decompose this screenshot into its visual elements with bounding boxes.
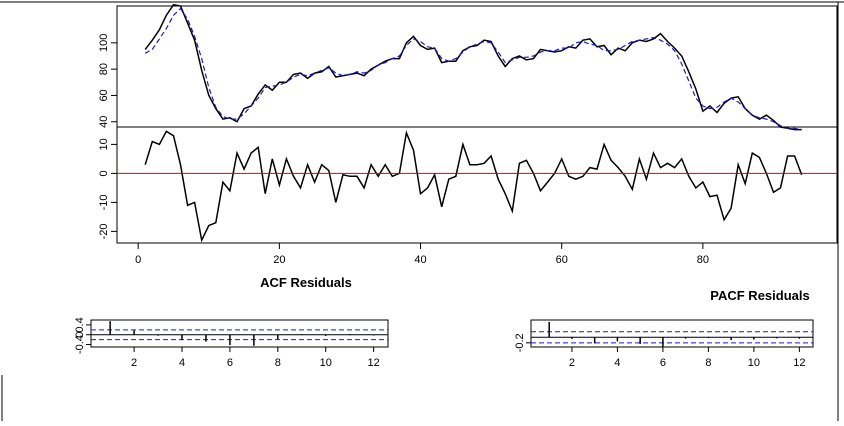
acf-xtick-label: 12 bbox=[368, 357, 380, 369]
acf-ytick-label: -0.4 bbox=[74, 335, 86, 354]
mid-ytick-label: 0 bbox=[98, 170, 110, 176]
pacf-title: PACF Residuals bbox=[710, 288, 809, 303]
mid-xtick-label: 80 bbox=[697, 254, 709, 266]
fitted-line bbox=[144, 7, 802, 131]
pacf-ytick-label: -0.2 bbox=[514, 333, 526, 352]
mid-ytick-label: -10 bbox=[98, 194, 110, 210]
residual-line bbox=[144, 130, 803, 243]
acf-frame bbox=[90, 319, 389, 348]
top-ytick-label: 40 bbox=[98, 116, 110, 128]
middle-panel-frame bbox=[116, 126, 838, 244]
residuals-panel: -20 -10 0 10 0 20 40 60 80 bbox=[98, 126, 838, 266]
acf-xtick-label: 2 bbox=[131, 357, 137, 369]
top-ytick-label: 60 bbox=[98, 89, 110, 101]
acf-title: ACF Residuals bbox=[260, 275, 352, 290]
mid-xtick-label: 20 bbox=[273, 254, 285, 266]
top-ytick-label: 100 bbox=[98, 34, 110, 52]
top-panel-frame bbox=[116, 5, 838, 128]
top-ytick-label: 80 bbox=[98, 63, 110, 75]
pacf-xtick-label: 8 bbox=[705, 357, 711, 369]
pacf-frame bbox=[530, 319, 814, 348]
acf-ytick-label: 0.4 bbox=[74, 317, 86, 332]
pacf-xtick-label: 4 bbox=[614, 357, 620, 369]
top-panel-marks: 40 60 80 100 bbox=[98, 3, 802, 131]
mid-xtick-label: 0 bbox=[135, 254, 141, 266]
middle-panel-marks: -20 -10 0 10 0 20 40 60 80 bbox=[98, 130, 837, 266]
observed-line bbox=[144, 3, 802, 131]
acf-xtick-label: 10 bbox=[320, 357, 332, 369]
pacf-xtick-label: 12 bbox=[793, 357, 805, 369]
acf-xtick-label: 8 bbox=[275, 357, 281, 369]
pacf-marks: -0.2 2 4 6 8 10 12 bbox=[514, 321, 813, 369]
acf-xtick-label: 6 bbox=[227, 357, 233, 369]
acf-ytick-label: 0 bbox=[74, 332, 86, 338]
fitted-series-panel: 40 60 80 100 bbox=[98, 3, 838, 131]
acf-panel: ACF Residuals -0.400.4 2 4 6 8 10 12 bbox=[74, 275, 389, 369]
acf-marks: -0.400.4 2 4 6 8 10 12 bbox=[74, 317, 388, 369]
acf-xtick-label: 4 bbox=[179, 357, 185, 369]
mid-ytick-label: 10 bbox=[98, 138, 110, 150]
mid-ytick-label: -20 bbox=[98, 223, 110, 239]
mid-xtick-label: 40 bbox=[414, 254, 426, 266]
pacf-panel: PACF Residuals -0.2 2 4 6 8 10 12 bbox=[514, 288, 814, 369]
pacf-xtick-label: 10 bbox=[748, 357, 760, 369]
pacf-xtick-label: 6 bbox=[660, 357, 666, 369]
pacf-xtick-label: 2 bbox=[569, 357, 575, 369]
mid-xtick-label: 60 bbox=[556, 254, 568, 266]
